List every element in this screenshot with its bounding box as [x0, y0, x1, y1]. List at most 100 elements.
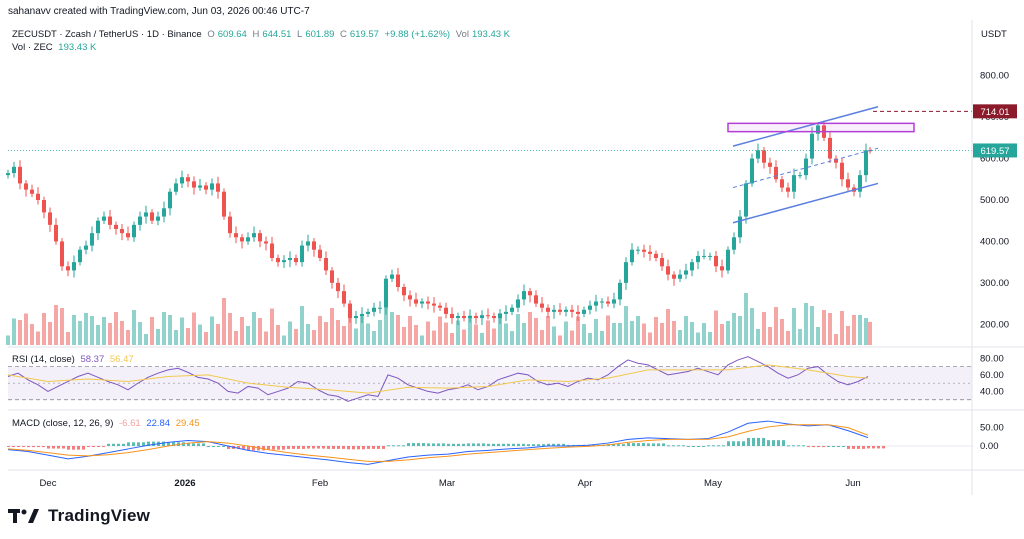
macd-histogram-bar [312, 446, 315, 449]
volume-bar [648, 332, 652, 345]
volume-bar [642, 323, 646, 345]
volume-bar [444, 322, 448, 345]
volume-bar [414, 325, 418, 345]
candle-body [6, 173, 10, 176]
candle-body [294, 258, 298, 263]
macd-histogram-bar [872, 446, 875, 449]
macd-histogram-bar [107, 443, 110, 446]
candle-body [216, 183, 220, 192]
volume-bar [684, 316, 688, 345]
candle-body [186, 177, 190, 182]
macd-legend-label[interactable]: MACD (close, 12, 26, 9) [12, 418, 114, 429]
candle-body [144, 212, 148, 217]
candle-body [384, 278, 388, 308]
candle-body [672, 274, 676, 279]
volume-bar [324, 322, 328, 345]
macd-histogram-bar [392, 445, 395, 447]
volume-bar [384, 308, 388, 345]
volume-bar [312, 330, 316, 345]
volume-bar [366, 323, 370, 345]
price-tick-label: 500.00 [980, 195, 1009, 206]
volume-bar [42, 313, 46, 345]
candle-body [708, 255, 712, 257]
candle-body [228, 216, 232, 234]
change-value: +9.88 (+1.62%) [384, 29, 451, 40]
volume-bar [252, 312, 256, 345]
volume-bar [468, 315, 472, 345]
volume-bar [342, 326, 346, 345]
candle-body [516, 299, 520, 308]
price-tick-label: 600.00 [980, 154, 1009, 165]
candle-body [354, 316, 358, 319]
macd-histogram-bar [282, 446, 285, 450]
macd-histogram-bar [432, 443, 435, 446]
macd-histogram-bar [532, 444, 535, 446]
volume-bar [354, 328, 358, 345]
candle-body [426, 301, 430, 304]
candle-body [558, 309, 562, 312]
macd-histogram-bar [347, 446, 350, 450]
volume-bar [216, 324, 220, 345]
volume-bar [66, 332, 70, 345]
macd-histogram-bar [87, 446, 90, 447]
candle-body [492, 316, 496, 319]
candle-body [732, 237, 736, 250]
macd-histogram-bar [502, 443, 505, 446]
price-tick-label: 400.00 [980, 236, 1009, 247]
volume-bar [240, 317, 244, 345]
macd-histogram-bar [727, 441, 730, 446]
candle-body [318, 249, 322, 258]
macd-histogram-bar [32, 446, 35, 448]
candle-body [282, 260, 286, 263]
candle-body [798, 175, 802, 177]
volume-bar [276, 325, 280, 345]
macd-histogram-bar [442, 443, 445, 446]
candle-body [18, 166, 22, 184]
time-tick-label: May [704, 478, 722, 489]
volume-bar [204, 332, 208, 345]
brand-logo[interactable]: TradingView [8, 506, 150, 526]
time-tick-label: Apr [578, 478, 593, 489]
candle-body [198, 185, 202, 188]
candle-body [96, 220, 100, 234]
rsi-legend: RSI (14, close) 58.37 56.47 [12, 354, 137, 365]
candle-body [864, 150, 868, 176]
candle-body [156, 216, 160, 221]
volume-bar [18, 320, 22, 345]
candle-body [330, 270, 334, 283]
macd-histogram-bar [342, 446, 345, 449]
volume-bar [186, 328, 190, 345]
macd-histogram-bar [462, 443, 465, 446]
volume-bar [114, 312, 118, 345]
macd-histogram-bar [612, 444, 615, 446]
candle-body [258, 233, 262, 242]
macd-histogram-bar [692, 446, 695, 447]
macd-histogram-bar [437, 443, 440, 446]
rsi-legend-label[interactable]: RSI (14, close) [12, 354, 75, 365]
candle-body [210, 183, 214, 190]
volume-legend-label[interactable]: Vol · ZEC [12, 42, 53, 53]
macd-histogram-bar [562, 443, 565, 446]
macd-histogram-bar [122, 443, 125, 446]
macd-histogram-bar [92, 446, 95, 447]
volume-bar [846, 326, 850, 345]
macd-histogram-bar [62, 446, 65, 449]
macd-pane [7, 420, 972, 465]
candle-body [132, 224, 136, 238]
volume-bar [492, 328, 496, 345]
macd-histogram-bar [222, 446, 225, 447]
candle-body [402, 287, 406, 296]
symbol-name[interactable]: ZECUSDT · Zcash / TetherUS · 1D · Binanc… [12, 29, 202, 40]
volume-bar [756, 329, 760, 345]
candle-body [774, 166, 778, 180]
candle-body [90, 233, 94, 246]
candle-body [624, 262, 628, 283]
volume-bar [198, 324, 202, 345]
time-tick-label: Feb [312, 478, 328, 489]
macd-histogram-bar [877, 446, 880, 449]
macd-histogram-bar [797, 445, 800, 447]
macd-histogram-bar [247, 446, 250, 451]
resistance-zone-box [727, 122, 915, 133]
candle-body [630, 249, 634, 263]
